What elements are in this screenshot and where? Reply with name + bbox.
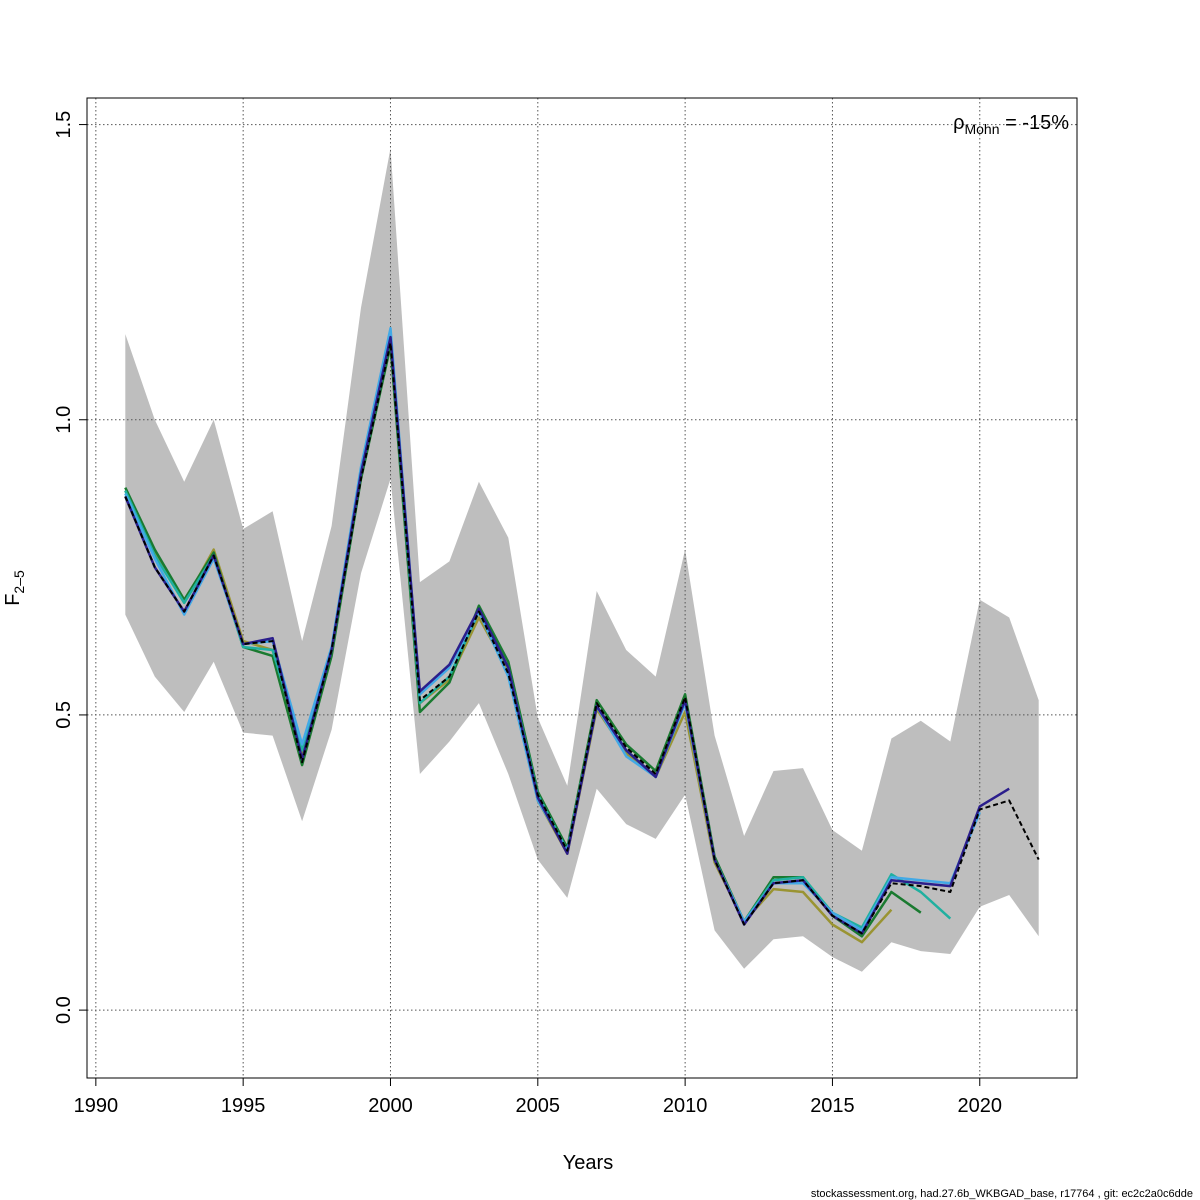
series-layer xyxy=(124,326,1040,944)
rho-value: = -15% xyxy=(1000,112,1070,134)
y-axis-title-main: F xyxy=(2,594,24,606)
rho-subscript: Mohn xyxy=(964,121,999,137)
confidence-band-layer xyxy=(125,148,1039,972)
x-tick-label: 1995 xyxy=(221,1095,266,1117)
y-tick-label: 1.0 xyxy=(53,406,75,434)
x-tick-label: 2020 xyxy=(958,1095,1003,1117)
y-axis-title: F2–5 xyxy=(2,570,27,606)
footer-credit: stockassessment.org, had.27.6b_WKBGAD_ba… xyxy=(811,1188,1193,1200)
y-tick-label: 0.0 xyxy=(53,996,75,1024)
mohn-rho-annotation: ρMohn = -15% xyxy=(953,112,1069,137)
y-tick-label: 1.5 xyxy=(53,111,75,139)
y-tick-label: 0.5 xyxy=(53,701,75,729)
x-tick-label: 2010 xyxy=(663,1095,708,1117)
x-tick-label: 1990 xyxy=(74,1095,119,1117)
confidence-band xyxy=(125,148,1039,972)
axis-layer: 1990 1995 2000 2005 2010 2015 2020 0.0 0.5 1.0 1.5 xyxy=(53,111,1002,1117)
x-tick-label: 2000 xyxy=(368,1095,413,1117)
y-axis-title-sub: 2–5 xyxy=(11,570,27,594)
x-axis-title: Years xyxy=(563,1152,613,1174)
x-tick-label: 2015 xyxy=(810,1095,855,1117)
x-tick-label: 2005 xyxy=(516,1095,561,1117)
series-line-base xyxy=(124,342,1040,935)
rho-symbol: ρ xyxy=(953,112,964,134)
